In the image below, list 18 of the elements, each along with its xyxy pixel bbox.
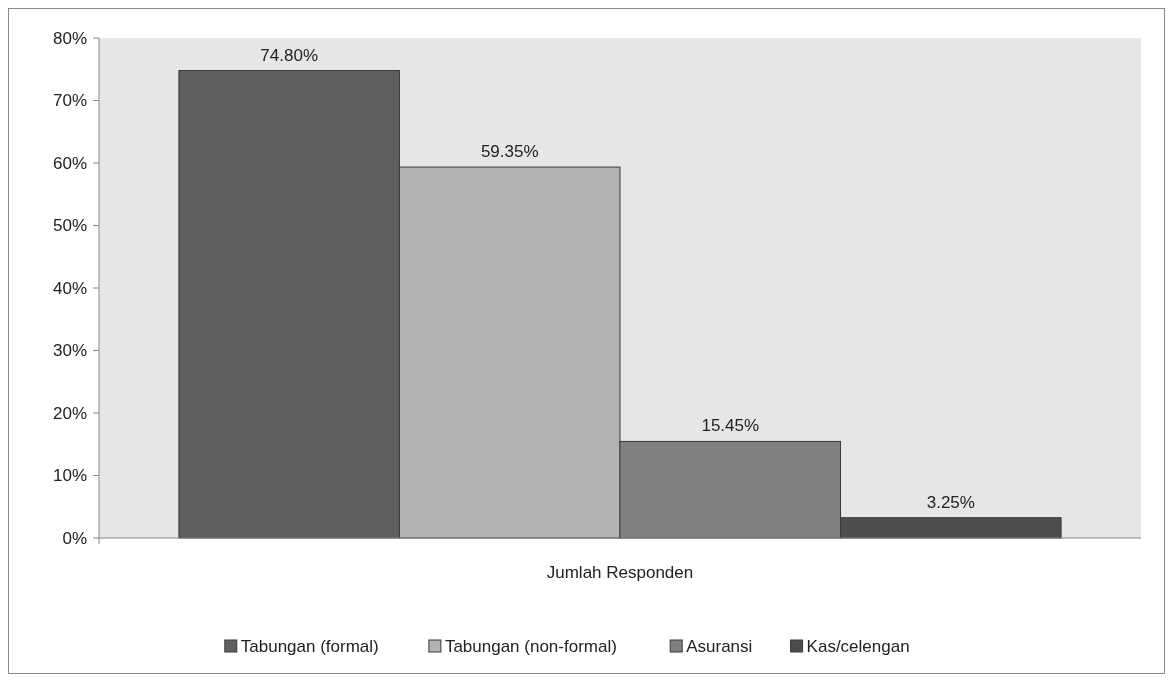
y-tick-label: 20% [52,403,87,423]
legend-label: Asuransi [686,636,753,656]
y-tick-label: 10% [52,466,87,486]
data-label: 59.35% [480,142,539,162]
legend-label: Tabungan (formal) [240,636,379,656]
data-label: 3.25% [926,492,975,512]
legend-label: Kas/celengan [806,636,910,656]
y-tick-label: 70% [52,91,87,111]
y-tick-label: 60% [52,153,87,173]
y-tick-label: 0% [62,528,87,548]
y-tick-label: 40% [52,278,87,298]
legend-label: Tabungan (non-formal) [444,636,617,656]
x-tick-label: Jumlah Responden [546,563,694,582]
data-label: 74.80% [260,45,319,65]
y-tick-label: 50% [52,216,87,236]
y-tick-label: 80% [52,28,87,48]
y-tick-label: 30% [52,341,87,361]
data-label: 15.45% [701,416,760,436]
